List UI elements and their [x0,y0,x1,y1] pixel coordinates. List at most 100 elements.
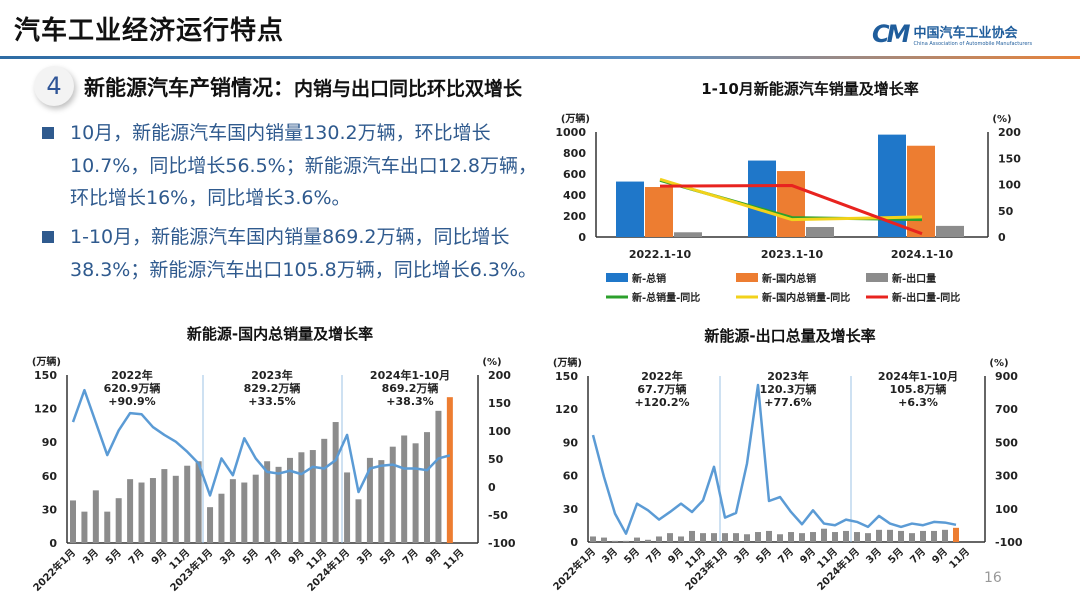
domestic-bar [424,432,431,543]
bullet-square-icon [42,231,54,243]
section-title-sub: 内销与出口同比环比双增长 [294,78,523,100]
domestic-annotation-year: 2023年 [251,368,293,382]
bullet-item: 10月，新能源汽车国内销量130.2万辆，环比增长10.7%，同比增长56.5%… [42,117,542,215]
domestic-y2-tick-label: 0 [488,481,496,494]
chart-title-summary: 1-10月新能源汽车销量及增长率 [701,80,919,98]
domestic-y2-tick-label: 50 [488,453,504,466]
summary-y-tick-label: 400 [563,189,586,202]
domestic-bar [138,482,145,543]
export-bar [744,534,750,542]
domestic-y-tick-label: 120 [34,403,57,416]
domestic-annotation-growth: +38.3% [386,395,433,408]
domestic-bar [321,438,328,543]
domestic-x-tick-label: 5月 [377,547,397,567]
domestic-bar [298,452,305,543]
bullet-text: 1-10月，新能源汽车国内销量869.2万辆，同比增长38.3%；新能源汽车出口… [70,226,538,281]
summary-bar-1 [645,187,673,237]
domestic-bar [161,469,168,543]
summary-x-tick-label: 2023.1-10 [761,248,824,261]
domestic-x-tick-label: 7月 [263,547,283,567]
export-bar [920,530,926,542]
export-bar [898,530,904,542]
summary-y2-tick-label: 50 [998,205,1014,218]
export-y2-tick-label: 100 [995,503,1018,516]
export-bar [634,537,640,542]
export-bar [788,532,794,542]
domestic-bar [127,479,134,543]
domestic-bar [366,457,373,543]
summary-bar-1 [907,145,935,237]
export-x-tick-label: 11月 [947,546,972,571]
export-y2-tick-label: 300 [995,470,1018,483]
summary-y-tick-label: 200 [563,210,586,223]
domestic-x-tick-label: 9月 [149,547,169,567]
logo-en-name: China Association of Automobile Manufact… [913,40,1033,47]
export-bar [645,539,651,542]
page-number: 16 [984,570,1002,586]
legend-swatch [736,273,758,282]
export-x-tick-label: 7月 [644,546,664,566]
domestic-annotation-growth: +90.9% [108,395,155,408]
section-title-main: 新能源汽车产销情况： [84,76,294,100]
domestic-bar [412,443,419,543]
logo-cn-name: 中国汽车工业协会 [913,25,1018,41]
domestic-y-tick-label: 90 [42,436,58,449]
domestic-bar [332,422,339,543]
domestic-x-tick-label: 11月 [441,547,466,572]
domestic-x-tick-label: 2022年1月 [30,546,78,594]
domestic-x-tick-label: 3月 [355,547,375,567]
domestic-y2-tick-label: 150 [488,397,511,410]
export-x-tick-label: 2022年1月 [550,545,598,593]
export-bar [667,533,673,542]
summary-y-tick-label: 600 [563,168,586,181]
domestic-x-tick-label: 5月 [103,547,123,567]
legend-label: 新-总销量-同比 [632,291,700,304]
export-x-tick-label: 7月 [908,546,928,566]
domestic-bar [207,507,214,543]
domestic-y2-tick-label: -100 [488,537,516,550]
legend-swatch [606,273,628,282]
domestic-y-tick-label: 0 [49,537,57,550]
summary-bar-2 [936,225,964,237]
export-annotation-volume: 105.8万辆 [890,382,947,396]
export-bar [590,536,596,542]
export-bar [865,533,871,542]
export-bar [689,530,695,542]
export-bar [755,532,761,542]
export-y2-axis-unit: (%) [989,358,1008,369]
header-divider [0,56,1080,59]
export-annotation-year: 2024年1-10月 [878,369,958,383]
export-bar [601,537,607,542]
export-x-tick-label: 3月 [732,546,752,566]
summary-y2-axis-unit: (%) [992,114,1011,125]
domestic-y2-tick-label: -50 [488,509,508,522]
export-y2-tick-label: 500 [995,436,1018,449]
legend-swatch [866,273,888,282]
domestic-annotation-volume: 620.9万辆 [104,381,161,395]
domestic-bar [389,446,396,543]
export-bar [678,536,684,542]
domestic-annotation-volume: 829.2万辆 [244,381,301,395]
export-annotation-volume: 120.3万辆 [760,382,817,396]
export-annotation-growth: +6.3% [898,396,938,409]
domestic-annotation-year: 2024年1-10月 [370,368,450,382]
legend-label: 新-出口量-同比 [892,291,960,304]
slide-title: 汽车工业经济运行特点 [14,16,285,46]
domestic-bar [70,500,76,543]
export-annotation-growth: +120.2% [634,396,689,409]
export-bar [711,533,717,542]
summary-bar-0 [748,160,776,237]
domestic-x-tick-label: 3月 [218,547,238,567]
summary-y2-tick-label: 0 [998,231,1006,244]
domestic-annotation-volume: 869.2万辆 [382,381,439,395]
export-bar [799,533,805,542]
domestic-bar [275,466,282,543]
summary-y-axis-unit: (万辆) [561,112,590,125]
bullet-item: 1-10月，新能源汽车国内销量869.2万辆，同比增长38.3%；新能源汽车出口… [42,221,542,286]
export-bar [876,529,882,542]
domestic-bar [435,410,442,543]
export-y-tick-label: 0 [570,536,578,549]
summary-y-tick-label: 0 [578,231,586,244]
